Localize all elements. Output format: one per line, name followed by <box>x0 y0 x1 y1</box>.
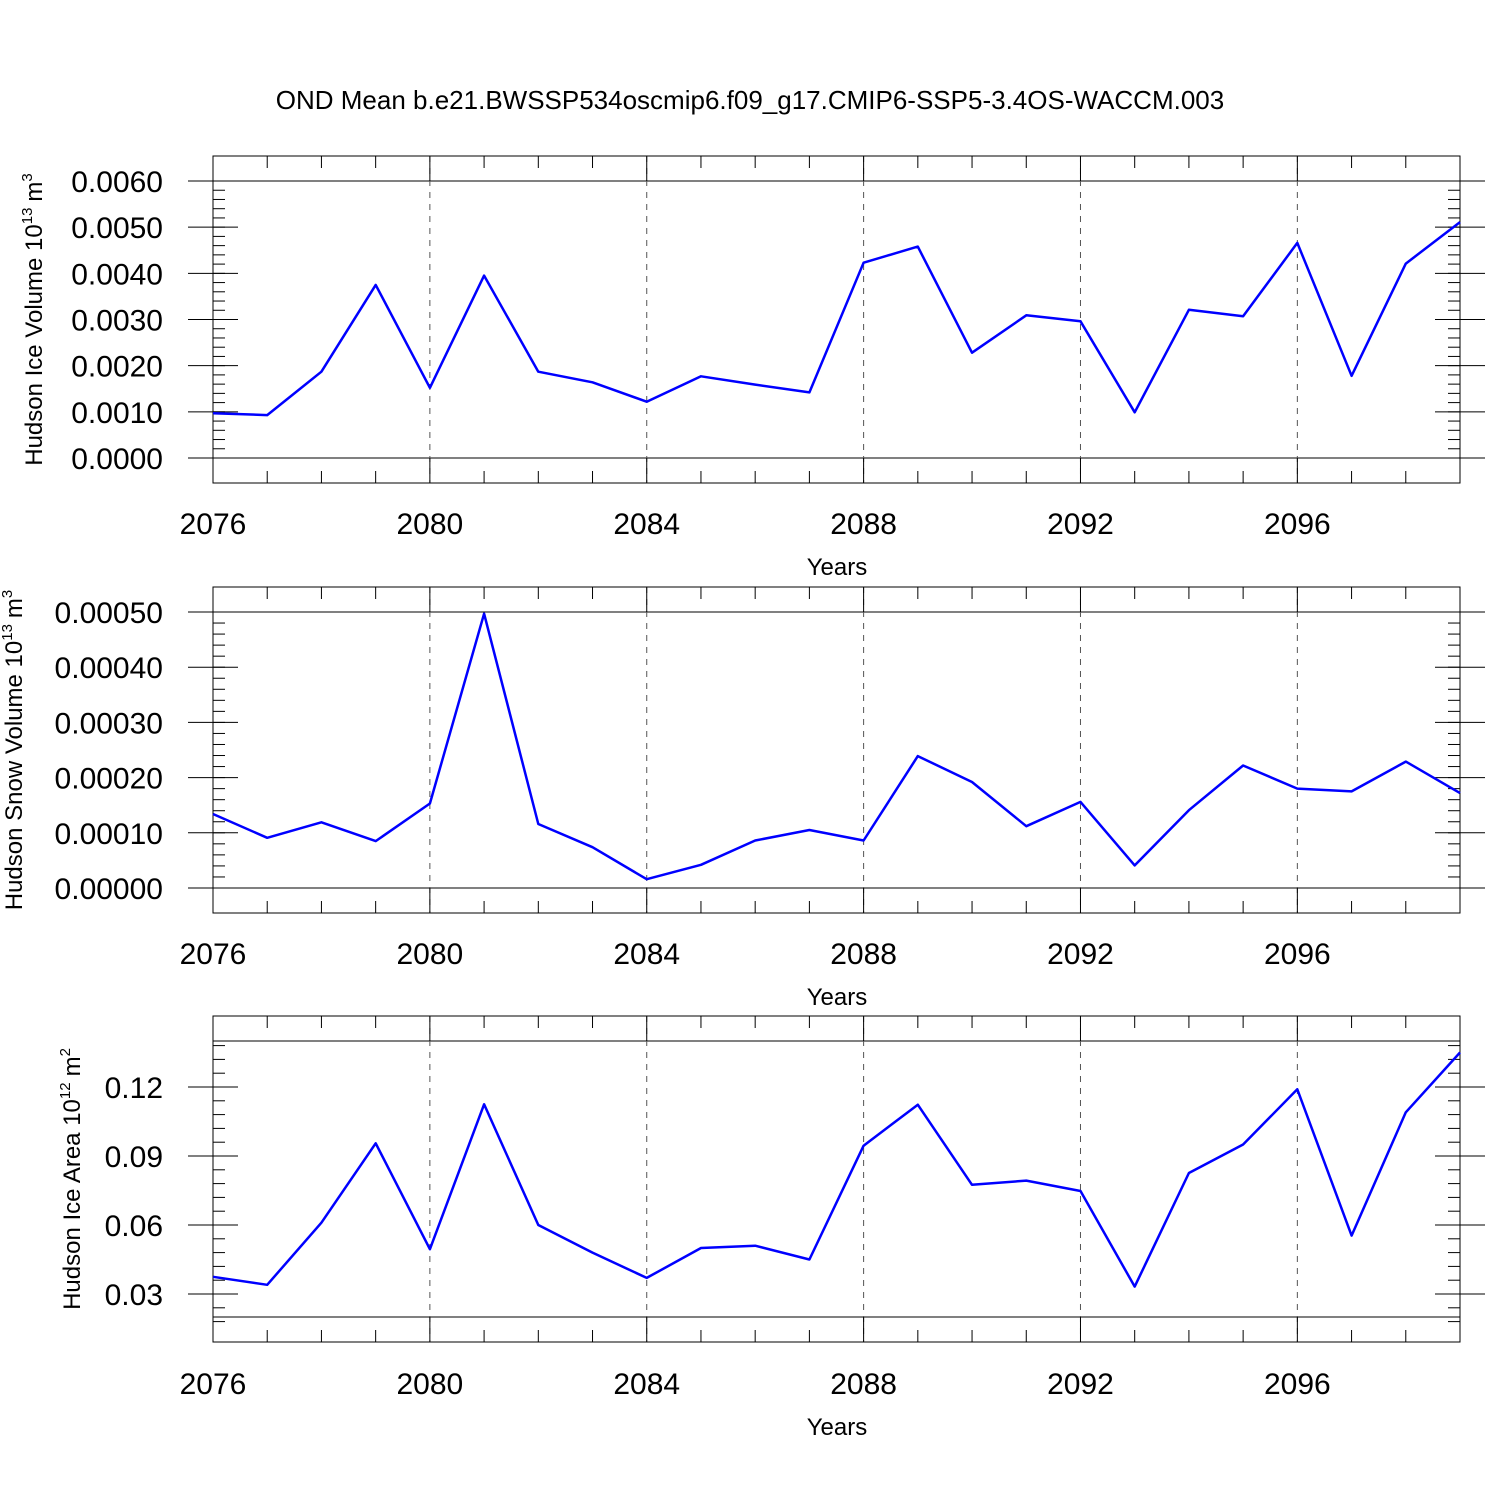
y-axis-title-unit-exponent: 2 <box>57 1048 74 1056</box>
x-tick-label: 2092 <box>1047 938 1114 971</box>
plot-frame <box>212 1015 1461 1343</box>
y-tick-label: 0.0010 <box>71 397 163 430</box>
x-tick-label: 2088 <box>830 938 897 971</box>
x-tick-label: 2076 <box>180 1368 247 1401</box>
y-tick-label: 0.12 <box>105 1072 163 1105</box>
y-axis-title-exponent: 12 <box>57 1082 74 1099</box>
x-tick-label: 2084 <box>613 1368 680 1401</box>
x-tick-label: 2092 <box>1047 508 1114 541</box>
y-tick-label: 0.0050 <box>71 212 163 245</box>
chart-panel-3: 2076 2080 2084 2088 2092 2096 0.03 0.06 0.09 0.12… <box>57 1015 1485 1441</box>
y-tick-label: 0.00020 <box>55 763 163 796</box>
x-tick-label: 2088 <box>830 1368 897 1401</box>
y-axis-title-unit: m <box>59 1056 86 1076</box>
y-tick-label: 0.00050 <box>55 597 163 630</box>
plot-frame <box>212 155 1461 484</box>
figure-title: OND Mean b.e21.BWSSP534oscmip6.f09_g17.C… <box>276 85 1224 115</box>
x-tick-label: 2076 <box>180 508 247 541</box>
x-axis-title: Years <box>807 984 868 1011</box>
y-tick-label: 0.06 <box>105 1210 163 1243</box>
x-tick-label: 2080 <box>396 1368 463 1401</box>
series-line-1 <box>212 1051 1461 1288</box>
y-tick-label: 0.09 <box>105 1141 163 1174</box>
series-line-1 <box>212 612 1461 881</box>
y-axis-title-unit: m <box>1 598 28 618</box>
plot-frame <box>212 586 1461 914</box>
chart-panels: 2076 2080 2084 2088 2092 2096 0.0000 0.0010 0.00… <box>0 155 1485 1441</box>
x-tick-label: 2088 <box>830 508 897 541</box>
y-tick-label: 0.0040 <box>71 258 163 291</box>
x-tick-label: 2084 <box>613 938 680 971</box>
y-axis-title: Hudson Ice Volume 1013 m3 <box>19 173 48 466</box>
y-axis-title-exponent: 13 <box>0 624 16 641</box>
y-axis-title-unit-exponent: 3 <box>19 173 36 181</box>
y-tick-label: 0.0000 <box>71 443 163 476</box>
x-axis-title: Years <box>807 554 868 581</box>
y-tick-label: 0.03 <box>105 1279 163 1312</box>
y-axis-title-unit-exponent: 3 <box>0 590 16 598</box>
y-tick-label: 0.0020 <box>71 351 163 384</box>
y-axis-title-text: Hudson Snow Volume 10 <box>1 641 28 911</box>
chart-panel-1: 2076 2080 2084 2088 2092 2096 0.0000 0.0010 0.00… <box>19 155 1485 581</box>
y-axis-title-text: Hudson Ice Volume 10 <box>21 224 48 466</box>
x-tick-label: 2092 <box>1047 1368 1114 1401</box>
y-tick-label: 0.00000 <box>55 873 163 906</box>
x-tick-label: 2084 <box>613 508 680 541</box>
x-tick-label: 2076 <box>180 938 247 971</box>
x-tick-label: 2096 <box>1264 1368 1331 1401</box>
y-tick-label: 0.0030 <box>71 305 163 338</box>
y-axis-title-unit: m <box>21 182 48 202</box>
y-axis-title-text: Hudson Ice Area 10 <box>59 1099 86 1310</box>
y-axis-title-exponent: 13 <box>19 208 36 225</box>
x-tick-label: 2096 <box>1264 508 1331 541</box>
x-tick-label: 2080 <box>396 938 463 971</box>
y-axis-title: Hudson Ice Area 1012 m2 <box>57 1048 86 1310</box>
y-tick-label: 0.00010 <box>55 818 163 851</box>
y-tick-label: 0.0060 <box>71 166 163 199</box>
y-axis-title: Hudson Snow Volume 1013 m3 <box>0 590 28 911</box>
y-tick-label: 0.00040 <box>55 652 163 685</box>
chart-panel-2: 2076 2080 2084 2088 2092 2096 0.00000 0.00010 0.… <box>0 586 1485 1011</box>
x-tick-label: 2080 <box>396 508 463 541</box>
y-tick-label: 0.00030 <box>55 707 163 740</box>
series-line-1 <box>212 221 1461 417</box>
x-axis-title: Years <box>807 1414 868 1441</box>
x-tick-label: 2096 <box>1264 938 1331 971</box>
